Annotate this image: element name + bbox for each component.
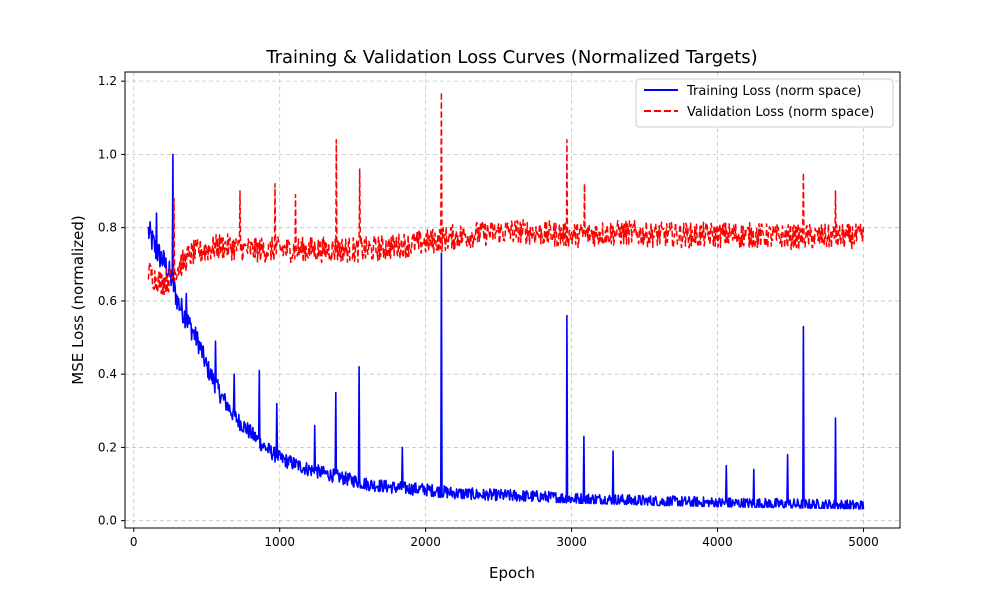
y-axis-label: MSE Loss (normalized) <box>69 215 87 384</box>
legend: Training Loss (norm space) Validation Lo… <box>635 78 894 128</box>
y-tick-label: 0.0 <box>98 514 117 528</box>
x-tick-label: 3000 <box>556 535 587 549</box>
x-tick-label: 5000 <box>848 535 879 549</box>
x-tick-label: 1000 <box>264 535 295 549</box>
x-axis-ticks: 0 1000 2000 3000 4000 5000 <box>130 528 879 549</box>
y-tick-label: 1.2 <box>98 74 117 88</box>
y-tick-label: 0.6 <box>98 294 117 308</box>
training-loss-line <box>147 153 865 510</box>
x-axis-label: Epoch <box>489 564 535 582</box>
legend-box <box>635 78 894 128</box>
validation-loss-line <box>147 91 865 296</box>
y-tick-label: 1.0 <box>98 147 117 161</box>
x-tick-label: 0 <box>130 535 138 549</box>
plot-frame <box>124 71 901 529</box>
x-tick-label: 4000 <box>702 535 733 549</box>
y-tick-label: 0.4 <box>98 367 117 381</box>
legend-label-training: Training Loss (norm space) <box>686 84 861 99</box>
y-tick-label: 0.8 <box>98 221 117 235</box>
chart-title: Training & Validation Loss Curves (Norma… <box>265 47 757 68</box>
legend-label-validation: Validation Loss (norm space) <box>687 105 874 120</box>
y-axis-ticks: 0.0 0.2 0.4 0.6 0.8 1.0 1.2 <box>98 74 125 528</box>
series-layer <box>147 91 865 510</box>
x-tick-label: 2000 <box>410 535 441 549</box>
y-tick-label: 0.2 <box>98 440 117 454</box>
